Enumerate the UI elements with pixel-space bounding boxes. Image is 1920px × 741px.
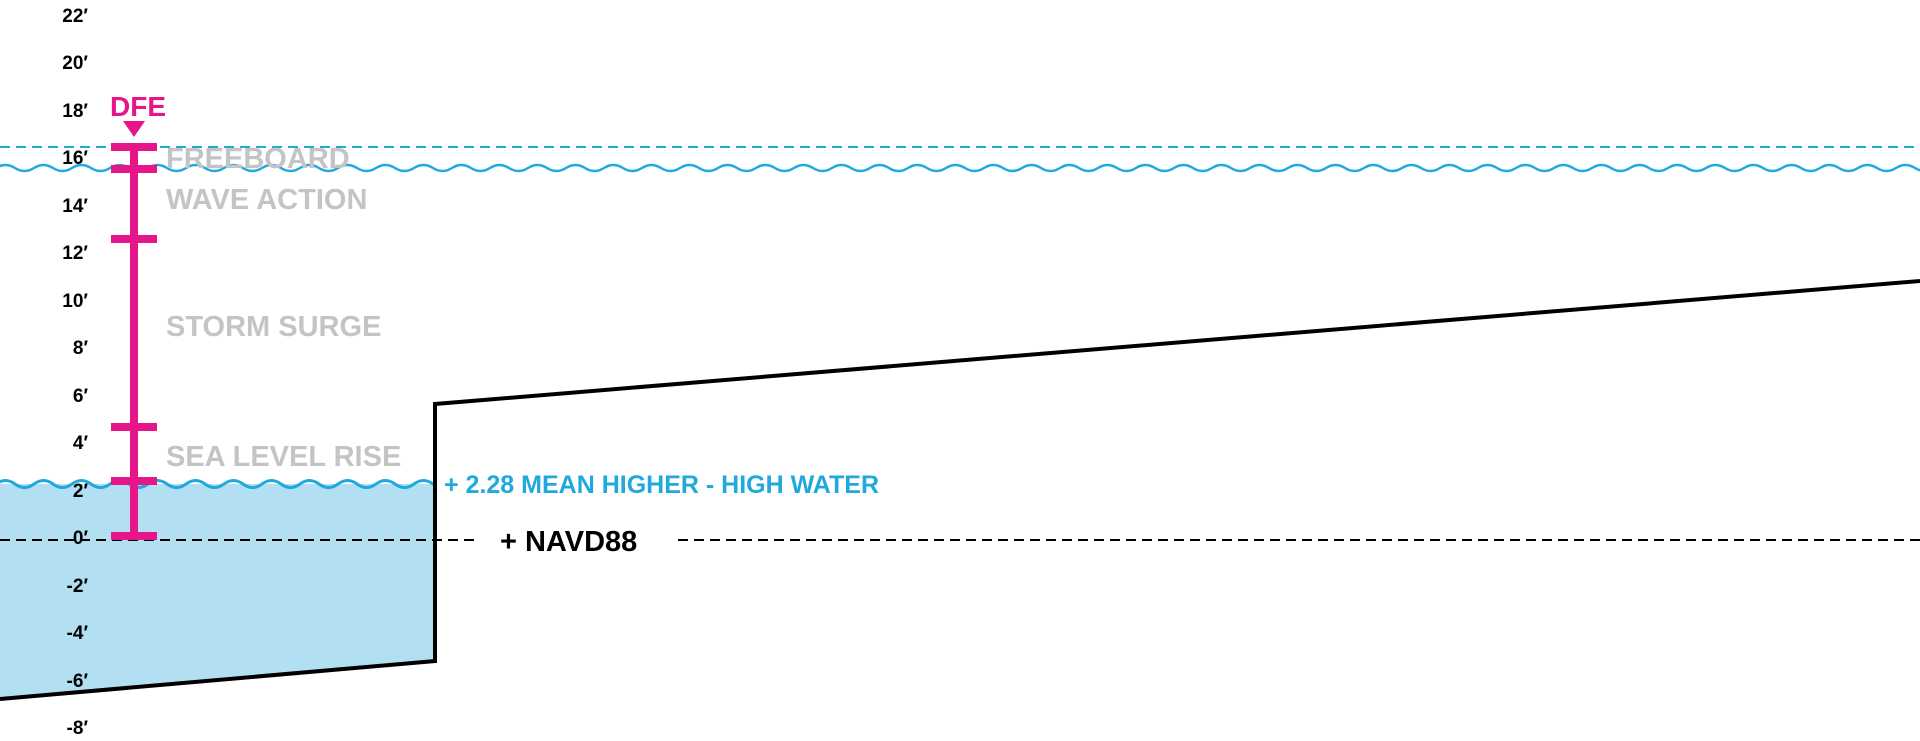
dfe-bar-tick (111, 235, 157, 243)
dfe-label: DFE (110, 91, 166, 122)
water-body (0, 484, 435, 699)
tick-label: -6′ (67, 671, 89, 692)
tick-label: -8′ (67, 718, 89, 739)
ground-profile (0, 279, 1920, 701)
segment-label-sea-level-rise: SEA LEVEL RISE (166, 441, 401, 473)
tick-label: 2′ (73, 481, 89, 502)
tick-label: 4′ (73, 433, 89, 454)
wave-action-wave-line (0, 163, 1920, 173)
dfe-bar-base (111, 532, 157, 540)
dfe-bar-tick (111, 423, 157, 431)
navd88-label: + NAVD88 (500, 526, 637, 558)
tick-label: 18′ (62, 101, 88, 122)
tick-label: 20′ (62, 53, 88, 74)
tick-label: 16′ (62, 148, 88, 169)
segment-label-wave-action: WAVE ACTION (166, 184, 367, 216)
tick-label: 6′ (73, 386, 89, 407)
tick-label: -4′ (67, 623, 89, 644)
tick-label: 10′ (62, 291, 88, 312)
dfe-bar-cap (111, 143, 157, 151)
tick-label: 22′ (62, 6, 88, 27)
tick-label: 14′ (62, 196, 88, 217)
dfe-arrow-icon (123, 121, 145, 137)
y-axis-tick-labels: 22′ 20′ 18′ 16′ 14′ 12′ 10′ 8′ 6′ 4′ 2′ … (62, 6, 88, 739)
dfe-bar-tick (111, 165, 157, 173)
segment-label-storm-surge: STORM SURGE (166, 311, 381, 343)
mhhw-wave-line (0, 479, 435, 489)
dfe-bar-stem (130, 147, 138, 538)
mhhw-label: + 2.28 MEAN HIGHER - HIGH WATER (444, 471, 879, 499)
tick-label: 12′ (62, 243, 88, 264)
dfe-bar-tick (111, 477, 157, 485)
tick-label: -2′ (67, 576, 89, 597)
segment-label-freeboard: FREEBOARD (166, 143, 350, 175)
tick-label: 0′ (73, 528, 89, 549)
dfe-bar: DFE (110, 91, 166, 540)
tick-label: 8′ (73, 338, 89, 359)
